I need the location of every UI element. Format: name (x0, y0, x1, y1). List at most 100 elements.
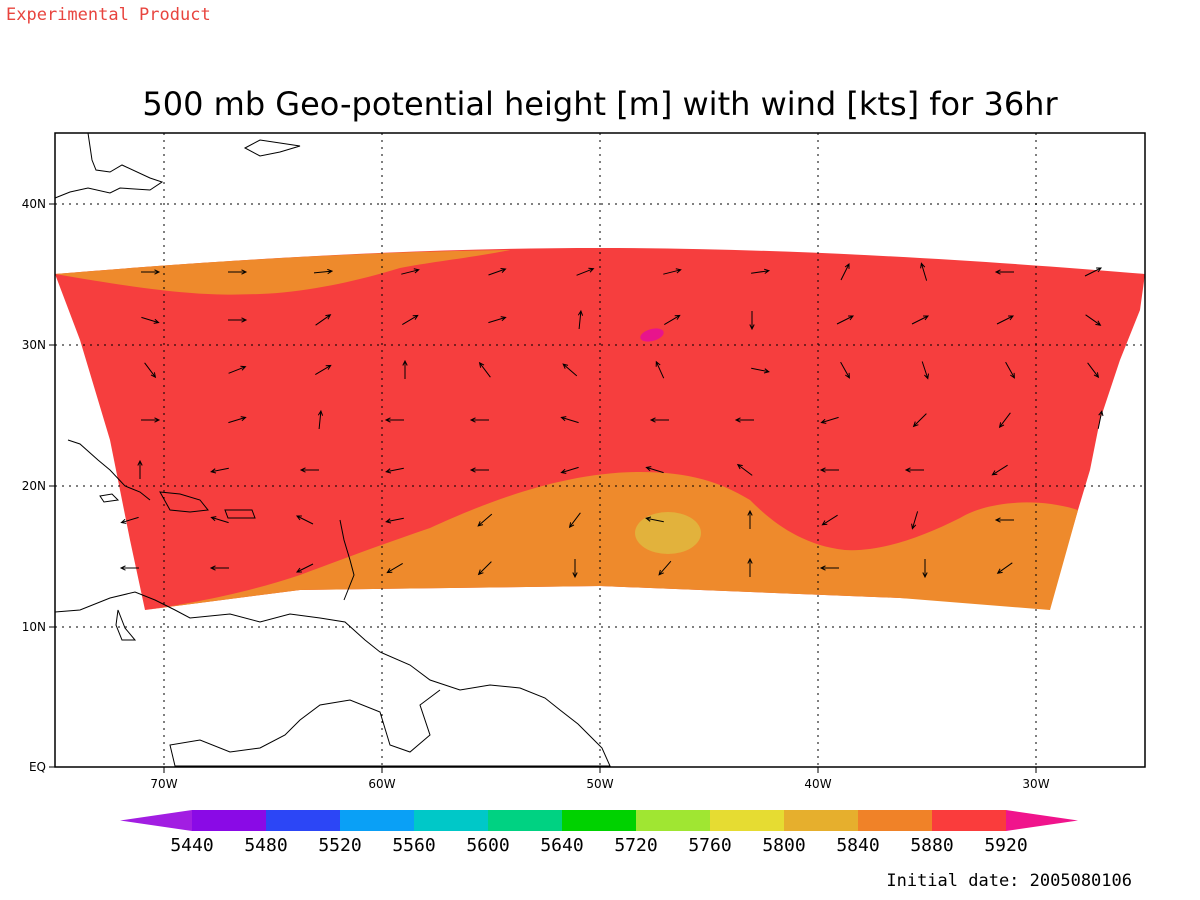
wind-arrow (228, 365, 247, 374)
colorbar-high-triangle (1006, 810, 1078, 831)
colorbar-segment (636, 810, 710, 831)
wind-arrow (996, 315, 1015, 325)
wind-arrow (991, 464, 1008, 476)
colorbar-level-label: 5440 (170, 835, 213, 856)
wind-arrow (576, 267, 595, 276)
wind-arrow (141, 417, 161, 423)
coastline-lake-maracaibo (115, 609, 137, 641)
wind-arrow (315, 314, 332, 326)
wind-arrow (295, 515, 314, 525)
wind-arrow (911, 315, 930, 325)
colorbar-level-label: 5840 (836, 835, 879, 856)
wind-arrow (141, 316, 160, 324)
region-over-5920 (640, 328, 664, 342)
wind-arrow (402, 359, 408, 379)
wind-arrow (747, 557, 753, 577)
colorbar-level-label: 5920 (984, 835, 1027, 856)
wind-arrow (141, 269, 161, 275)
colorbar-level-label: 5520 (318, 835, 361, 856)
colorbar-segment (192, 810, 266, 831)
wind-arrow (664, 314, 681, 326)
wind-arrow (820, 416, 839, 424)
wind-arrow (840, 361, 850, 379)
chart-title: 500 mb Geo-potential height [m] with win… (142, 85, 1058, 123)
wind-arrow (836, 315, 855, 325)
wind-arrow (209, 565, 229, 571)
colorbar-segment (710, 810, 784, 831)
wind-arrow (386, 562, 403, 574)
colorbar-segment (266, 810, 340, 831)
wind-arrow (469, 467, 489, 473)
wind-arrow (819, 467, 839, 473)
wind-arrow (477, 561, 492, 576)
colorbar-level-label: 5480 (244, 835, 287, 856)
colorbar-level-label: 5720 (614, 835, 657, 856)
wind-arrow (821, 514, 838, 526)
wind-arrow (562, 363, 578, 377)
colorbar-level-label: 5600 (466, 835, 509, 856)
wind-arrow (560, 466, 579, 474)
wind-arrow (1084, 267, 1103, 277)
wind-arrow (144, 362, 157, 379)
lat-tick-label: 30N (22, 338, 46, 352)
wind-arrow (645, 466, 664, 474)
lat-tick-label: EQ (29, 760, 46, 774)
wind-arrow (747, 509, 753, 529)
wind-arrow (649, 417, 669, 423)
wind-arrow (313, 268, 334, 275)
wind-arrow (911, 511, 919, 530)
wind-arrow (385, 467, 404, 474)
wind-arrow (920, 262, 928, 281)
wind-arrow (912, 413, 927, 428)
wind-arrow (1005, 361, 1015, 379)
wind-vectors (119, 262, 1104, 579)
colorbar-segment (414, 810, 488, 831)
wind-arrow (385, 517, 404, 524)
wind-arrow (295, 563, 314, 573)
colorbar-low-triangle (120, 810, 192, 831)
lat-tick-label: 20N (22, 479, 46, 493)
colorbar-segment (858, 810, 932, 831)
lon-tick-label: 60W (368, 777, 395, 791)
wind-arrow (228, 416, 247, 424)
wind-arrow (572, 559, 578, 579)
wind-arrow (560, 416, 579, 424)
region-5800-5840 (635, 512, 701, 554)
lat-tick-label: 10N (22, 620, 46, 634)
wind-arrow (477, 513, 493, 527)
wind-arrow (210, 467, 229, 474)
grid-lines (55, 133, 1145, 767)
wind-arrow (1085, 314, 1102, 326)
wind-arrow (663, 268, 682, 275)
wind-arrow (998, 412, 1011, 429)
wind-arrow (655, 360, 665, 379)
wind-arrow (488, 316, 507, 324)
lon-tick-label: 70W (150, 777, 177, 791)
lat-tick-label: 40N (22, 197, 46, 211)
coastlines (54, 132, 611, 767)
coastline-puerto-rico (224, 509, 256, 519)
wind-arrow (1087, 362, 1100, 379)
wind-arrow (736, 463, 753, 476)
colorbar-level-label: 5560 (392, 835, 435, 856)
wind-arrow (228, 317, 248, 323)
wind-arrow (315, 364, 332, 376)
wind-arrow (734, 417, 754, 423)
initial-date-label: Initial date: 2005080106 (886, 871, 1132, 891)
wind-arrow (119, 565, 139, 571)
colorbar-level-label: 5880 (910, 835, 953, 856)
region-5840-5880-south (145, 472, 1078, 610)
coastline-north-america (54, 132, 164, 199)
coastline-jamaica (99, 493, 120, 503)
colorbar-segment (932, 810, 1006, 831)
wind-arrow (577, 309, 584, 330)
lon-tick-label: 30W (1022, 777, 1049, 791)
coastline-south-america (54, 591, 611, 767)
colorbar-level-label: 5760 (688, 835, 731, 856)
wind-arrow (488, 268, 507, 276)
wind-arrow (904, 467, 924, 473)
wind-arrow (228, 269, 248, 275)
wind-arrow (994, 517, 1014, 523)
coastline-nova-scotia (243, 139, 301, 157)
